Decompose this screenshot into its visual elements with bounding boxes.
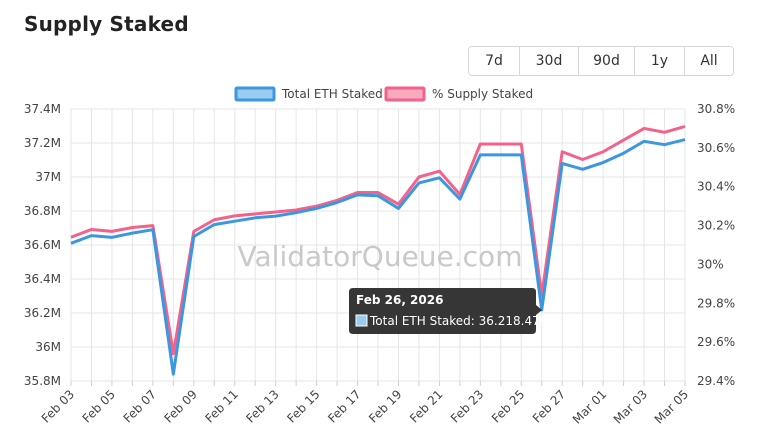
y-right-tick-label: 29.8%: [697, 296, 735, 310]
x-tick-label: Feb 13: [243, 387, 281, 425]
x-tick-label: Feb 05: [80, 387, 118, 425]
range-button-30d[interactable]: 30d: [520, 47, 579, 75]
legend-label-pct: % Supply Staked: [432, 87, 533, 101]
range-button-all[interactable]: All: [685, 47, 733, 75]
x-tick-label: Feb 17: [325, 387, 363, 425]
y-left-tick-label: 37.4M: [24, 102, 61, 116]
legend-item-pct[interactable]: % Supply Staked: [384, 86, 533, 102]
x-tick-label: Feb 03: [39, 387, 77, 425]
legend-swatch-eth: [234, 86, 276, 102]
y-left-tick-label: 36.8M: [24, 204, 61, 218]
x-tick-label: Feb 15: [284, 387, 322, 425]
y-right-tick-label: 30.4%: [697, 180, 735, 194]
tooltip: Feb 26, 2026 Total ETH Staked: 36.218.47…: [349, 288, 547, 334]
y-left-tick-label: 35.8M: [24, 374, 61, 388]
y-left-tick-label: 37M: [35, 170, 61, 184]
legend-label-eth: Total ETH Staked: [281, 87, 383, 101]
y-left-tick-label: 36.4M: [24, 272, 61, 286]
tooltip-value: Total ETH Staked: 36.218.479: [369, 314, 547, 328]
watermark-text: ValidatorQueue.com: [238, 240, 523, 273]
x-tick-label: Feb 09: [161, 387, 199, 425]
tooltip-background: [349, 288, 542, 334]
x-tick-label: Feb 19: [366, 387, 404, 425]
range-button-1y[interactable]: 1y: [635, 47, 685, 75]
y-right-tick-label: 29.4%: [697, 374, 735, 388]
legend: Total ETH Staked % Supply Staked: [234, 86, 533, 102]
y-left-tick-label: 36M: [35, 340, 61, 354]
x-tick-label: Feb 27: [530, 387, 568, 425]
range-button-90d[interactable]: 90d: [579, 47, 635, 75]
range-button-7d[interactable]: 7d: [469, 47, 520, 75]
y-right-tick-label: 30%: [697, 257, 724, 271]
chart-container: ValidatorQueue.com Total ETH Staked % Su…: [0, 80, 762, 446]
x-tick-label: Feb 25: [489, 387, 527, 425]
series: [70, 125, 686, 376]
series-line-pct-supply-staked: [70, 125, 686, 356]
tooltip-swatch: [355, 314, 368, 327]
y-right-tick-label: 30.8%: [697, 102, 735, 116]
x-tick-label: Feb 21: [407, 387, 445, 425]
y-left-tick-label: 37.2M: [24, 136, 61, 150]
x-tick-label: Feb 11: [202, 387, 240, 425]
x-tick-label: Feb 23: [448, 387, 486, 425]
y-right-tick-label: 29.6%: [697, 335, 735, 349]
tooltip-date: Feb 26, 2026: [356, 293, 443, 307]
legend-swatch-pct: [384, 86, 426, 102]
grid: [70, 108, 686, 382]
watermark-layer: ValidatorQueue.com: [238, 240, 523, 273]
x-tick-label: Mar 03: [611, 387, 650, 426]
x-tick-label: Mar 01: [570, 387, 609, 426]
y-right-tick-label: 30.6%: [697, 141, 735, 155]
series-line-total-eth-staked: [70, 138, 686, 376]
time-range-selector: 7d 30d 90d 1y All: [468, 46, 734, 76]
y-right-tick-label: 30.2%: [697, 219, 735, 233]
y-left-tick-label: 36.6M: [24, 238, 61, 252]
supply-staked-chart: ValidatorQueue.com Total ETH Staked % Su…: [24, 86, 735, 427]
page-title: Supply Staked: [24, 12, 189, 36]
x-tick-label: Feb 07: [121, 387, 159, 425]
x-tick-label: Mar 05: [652, 387, 691, 426]
y-left-tick-label: 36.2M: [24, 306, 61, 320]
legend-item-eth[interactable]: Total ETH Staked: [234, 86, 383, 102]
